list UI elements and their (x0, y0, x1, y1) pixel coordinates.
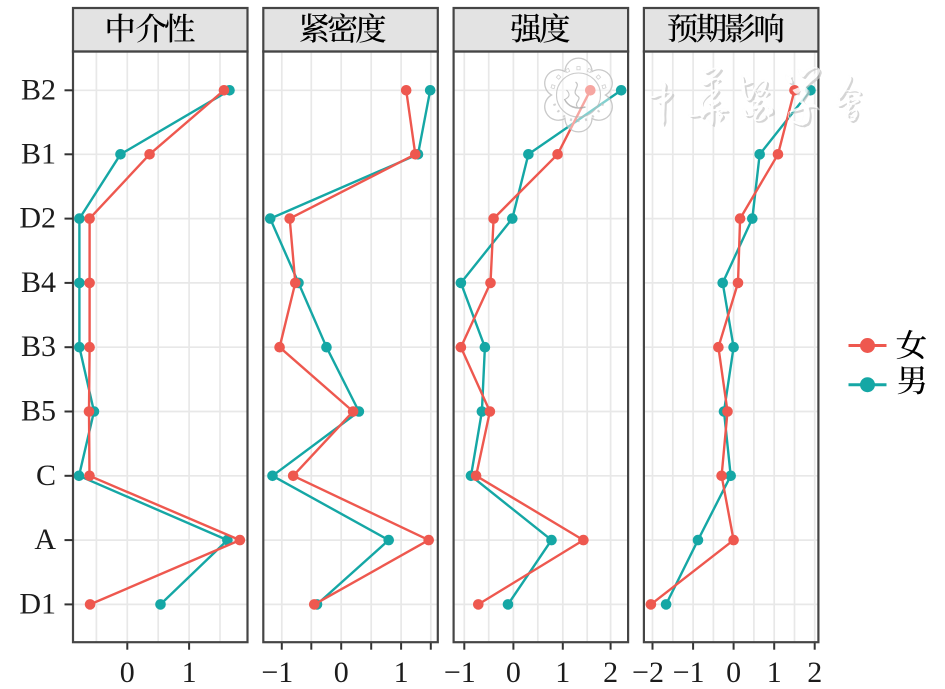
svg-text:0: 0 (334, 656, 349, 689)
svg-text:1: 1 (767, 656, 782, 689)
svg-text:B3: B3 (21, 330, 56, 363)
svg-text:0: 0 (726, 656, 741, 689)
svg-text:C: C (36, 459, 56, 492)
svg-text:B1: B1 (21, 137, 56, 170)
svg-text:1: 1 (555, 656, 570, 689)
svg-text:2: 2 (807, 656, 822, 689)
svg-text:1: 1 (182, 656, 197, 689)
svg-text:1: 1 (394, 656, 409, 689)
svg-text:D1: D1 (19, 587, 56, 620)
svg-text:−1: −1 (261, 656, 293, 689)
svg-text:−1: −1 (444, 656, 476, 689)
svg-text:−2: −2 (632, 656, 664, 689)
svg-text:0: 0 (506, 656, 521, 689)
svg-text:B5: B5 (21, 395, 56, 428)
svg-text:2: 2 (603, 656, 618, 689)
svg-text:B4: B4 (21, 266, 56, 299)
svg-text:0: 0 (120, 656, 135, 689)
svg-text:−1: −1 (673, 656, 705, 689)
svg-text:A: A (34, 523, 56, 556)
svg-text:B2: B2 (21, 73, 56, 106)
svg-text:D2: D2 (19, 202, 56, 235)
